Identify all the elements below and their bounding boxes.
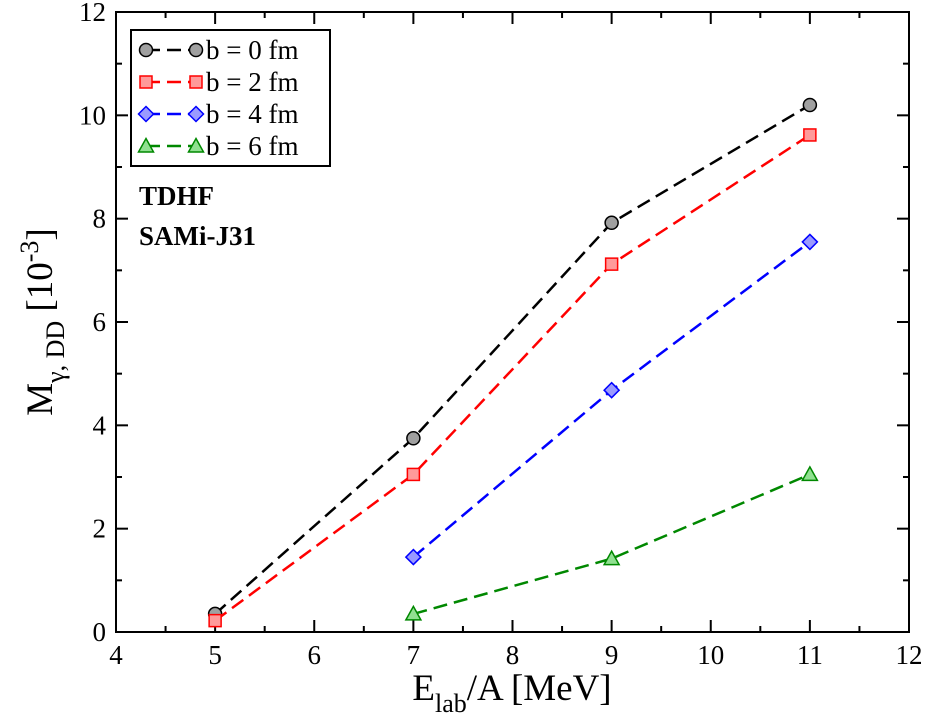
legend-marker	[137, 136, 155, 153]
series-line	[413, 473, 811, 616]
data-point	[604, 257, 619, 271]
x-axis-title-main: E	[412, 668, 435, 709]
y-tick-label: 8	[93, 204, 107, 234]
series-1	[208, 128, 817, 628]
data-point	[406, 431, 421, 446]
data-point	[801, 465, 819, 482]
data-point	[802, 97, 818, 113]
annotation-tdhf: TDHF	[139, 181, 214, 211]
series-line	[214, 103, 811, 615]
x-tick-label: 5	[208, 640, 222, 670]
annotation-sami-j31: SAMi-J31	[139, 221, 256, 251]
legend-marker	[138, 42, 154, 58]
legend-label: b = 4 fm	[206, 99, 298, 129]
x-axis-title-rest: /A [MeV]	[467, 668, 612, 709]
legend-item: b = 6 fm	[137, 131, 298, 161]
legend-box	[130, 29, 331, 167]
y-axis-title: Mγ, DD [10-3]	[15, 228, 70, 416]
series-line	[214, 133, 811, 622]
x-tick-label: 12	[896, 640, 923, 670]
series-2	[404, 233, 819, 566]
x-tick-label: 4	[109, 640, 123, 670]
legend: b = 0 fmb = 2 fmb = 4 fmb = 6 fm	[130, 29, 331, 167]
series-layer	[207, 97, 819, 628]
data-point	[801, 233, 819, 251]
series-3	[404, 465, 819, 621]
legend-item: b = 4 fm	[137, 99, 298, 129]
data-point	[208, 613, 222, 628]
legend-marker	[187, 136, 205, 153]
y-axis-title-sup: -3	[15, 241, 44, 263]
legend-marker	[137, 105, 155, 123]
data-point	[602, 549, 621, 566]
legend-label: b = 0 fm	[206, 35, 298, 65]
data-point	[404, 548, 422, 566]
x-tick-label: 9	[605, 640, 619, 670]
x-axis-title: Elab/A [MeV]	[412, 668, 611, 716]
y-axis-title-close: ]	[20, 228, 61, 240]
y-tick-label: 0	[93, 617, 107, 647]
legend-marker	[188, 42, 204, 58]
y-tick-label: 12	[79, 0, 106, 27]
data-point	[603, 381, 621, 399]
y-axis-title-rest: [10	[20, 262, 61, 321]
data-point	[604, 215, 619, 231]
x-tick-label: 11	[797, 640, 823, 670]
data-point	[406, 467, 421, 482]
axis-ticks: 4 5 6 7 8 9 10 11 12 0 2 4 6 8 10 12	[79, 0, 923, 670]
x-tick-label: 6	[308, 640, 322, 670]
series-0	[207, 97, 818, 622]
legend-marker	[189, 75, 203, 89]
y-tick-label: 6	[93, 307, 107, 337]
legend-label: b = 2 fm	[206, 67, 298, 97]
legend-marker	[139, 75, 153, 89]
legend-label: b = 6 fm	[206, 131, 298, 161]
legend-item: b = 0 fm	[138, 35, 298, 65]
x-tick-label: 7	[407, 640, 421, 670]
legend-marker	[187, 105, 205, 123]
legend-item: b = 2 fm	[139, 67, 298, 97]
data-point	[404, 604, 423, 621]
x-tick-label: 10	[697, 640, 724, 670]
y-axis-title-sub: γ, DD	[41, 321, 70, 384]
x-tick-label: 8	[506, 640, 520, 670]
y-tick-label: 10	[79, 100, 106, 130]
legend-items: b = 0 fmb = 2 fmb = 4 fmb = 6 fm	[137, 35, 298, 161]
series-line	[412, 240, 811, 559]
y-tick-label: 4	[93, 410, 107, 440]
y-tick-label: 2	[93, 514, 107, 544]
y-axis-title-main: M	[20, 383, 61, 416]
data-point	[803, 128, 817, 142]
x-axis-title-sub: lab	[435, 689, 467, 716]
